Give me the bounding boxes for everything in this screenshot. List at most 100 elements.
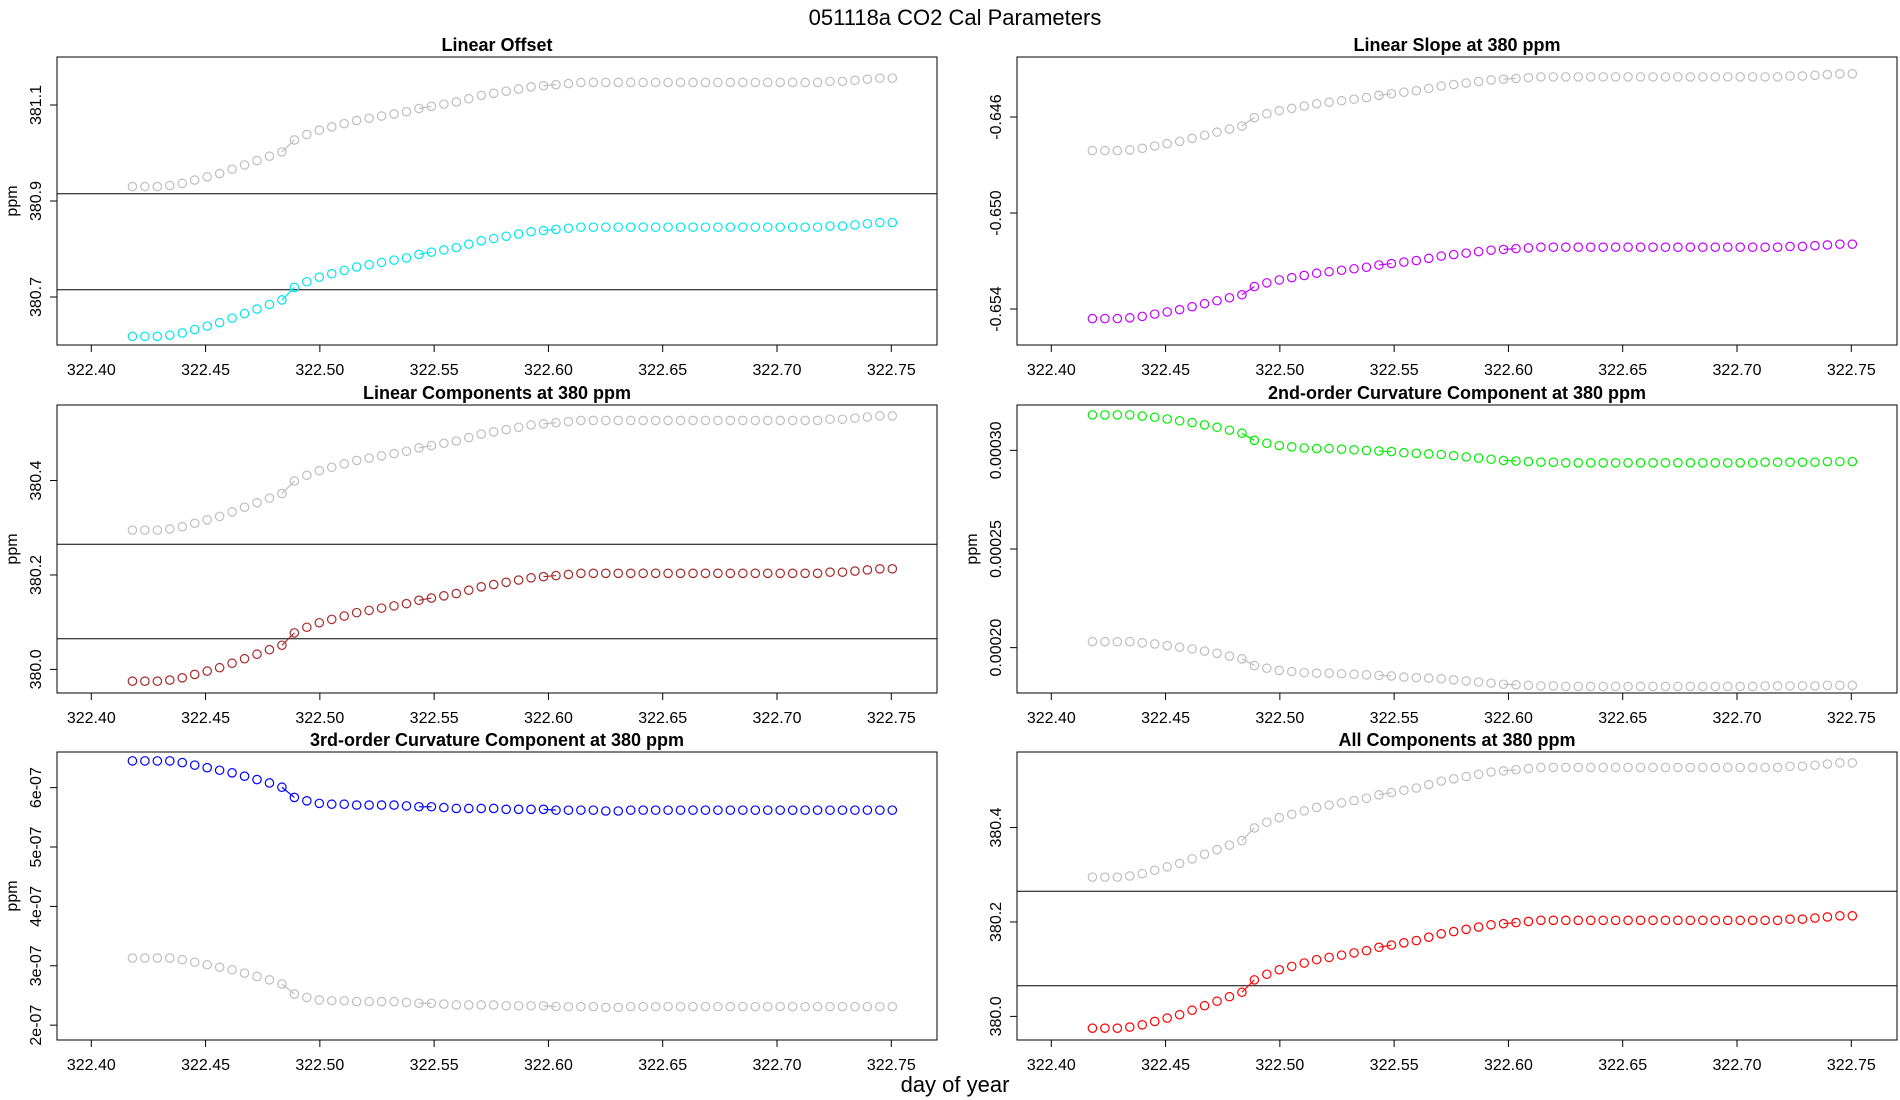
data-point: [488, 579, 499, 590]
data-point: [1125, 313, 1135, 323]
data-point: [1411, 448, 1422, 459]
x-tick-label: 322.55: [1370, 362, 1419, 379]
data-point: [700, 222, 711, 232]
data-point: [1100, 1023, 1110, 1033]
data-point: [588, 568, 599, 579]
data-point: [1561, 72, 1571, 82]
data-point: [414, 801, 424, 812]
data-point: [1112, 145, 1123, 156]
data-point: [1635, 72, 1646, 82]
data-point: [1423, 673, 1434, 683]
data-point: [1648, 457, 1658, 468]
data-point: [127, 756, 138, 766]
data-point: [1361, 670, 1372, 680]
data-point: [501, 424, 511, 435]
data-point: [488, 88, 499, 99]
data-point: [1772, 457, 1783, 468]
data-point: [1386, 446, 1397, 457]
data-point: [414, 249, 424, 260]
data-point: [738, 415, 748, 426]
series-fitted: [127, 217, 898, 342]
data-point: [1112, 1023, 1123, 1033]
data-point: [264, 644, 275, 655]
series-segment: [1503, 459, 1516, 462]
data-point: [1149, 1016, 1160, 1027]
data-point: [1399, 87, 1409, 98]
data-point: [800, 1001, 810, 1012]
data-point: [725, 415, 736, 426]
data-point: [775, 77, 785, 88]
data-point: [1112, 872, 1123, 882]
data-point: [177, 757, 188, 768]
data-point: [538, 1000, 549, 1011]
data-point: [1100, 313, 1110, 324]
data-point: [850, 413, 860, 423]
data-point: [302, 622, 312, 633]
data-point: [600, 568, 611, 579]
x-tick-label: 322.75: [867, 362, 916, 379]
data-point: [426, 801, 437, 812]
data-point: [488, 233, 499, 244]
data-point: [202, 321, 212, 331]
data-point: [501, 577, 511, 588]
plot-frame: [1016, 404, 1898, 694]
data-point: [663, 222, 673, 232]
data-point: [1174, 642, 1185, 653]
data-point: [725, 1001, 736, 1012]
data-point: [1436, 251, 1447, 261]
data-point: [1125, 871, 1135, 881]
data-point: [127, 676, 138, 686]
data-point: [339, 995, 349, 1006]
data-point: [1523, 916, 1534, 927]
data-point: [476, 803, 487, 814]
data-point: [1274, 440, 1285, 451]
data-point: [750, 805, 761, 815]
x-tick-label: 322.70: [1713, 1057, 1762, 1074]
data-point: [513, 1000, 524, 1011]
data-point: [887, 1001, 898, 1012]
data-point: [538, 80, 549, 91]
data-point: [538, 571, 549, 582]
data-point: [775, 1001, 785, 1012]
panel-1: Linear Offset ppm 322.40 322.45 322.50 322.55…: [4, 35, 938, 379]
data-point: [1286, 272, 1297, 283]
data-point: [825, 221, 835, 231]
data-point: [1648, 762, 1658, 773]
data-point: [1473, 76, 1484, 87]
data-point: [1722, 681, 1733, 692]
data-point: [812, 222, 823, 232]
data-point: [1735, 72, 1745, 82]
data-point: [1623, 242, 1633, 252]
data-point: [1448, 79, 1459, 90]
data-point: [501, 231, 511, 242]
data-point: [1187, 854, 1197, 864]
data-point: [1436, 776, 1447, 786]
data-point: [613, 222, 624, 232]
series-segment: [1241, 658, 1255, 666]
data-point: [1324, 443, 1334, 454]
data-point: [613, 806, 624, 816]
data-point: [1448, 249, 1459, 260]
data-point: [202, 959, 212, 970]
panel-5: 3rd-order Curvature Component at 380 ppm…: [4, 730, 938, 1074]
data-point: [1311, 268, 1322, 279]
data-point: [1785, 761, 1795, 772]
data-point: [1698, 762, 1708, 773]
data-point: [1610, 457, 1621, 468]
data-point: [625, 77, 636, 88]
data-point: [1698, 457, 1708, 468]
data-point: [850, 566, 860, 576]
data-point: [1797, 241, 1808, 252]
data-point: [439, 99, 449, 109]
data-point: [638, 415, 648, 426]
data-point: [1374, 446, 1384, 456]
series-segment: [1378, 674, 1392, 677]
data-point: [1162, 1013, 1172, 1023]
data-point: [1673, 681, 1683, 692]
data-point: [1237, 428, 1247, 439]
data-point: [1087, 313, 1098, 324]
data-point: [1648, 242, 1658, 252]
data-point: [426, 593, 437, 603]
data-point: [663, 568, 673, 579]
data-point: [1212, 422, 1222, 433]
